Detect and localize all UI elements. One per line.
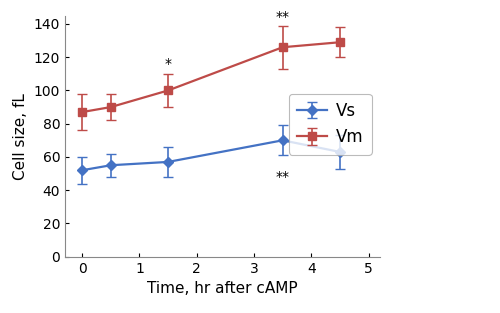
X-axis label: Time, hr after cAMP: Time, hr after cAMP xyxy=(147,281,298,296)
Text: *: * xyxy=(164,57,172,70)
Y-axis label: Cell size, fL: Cell size, fL xyxy=(13,93,28,180)
Text: **: ** xyxy=(276,10,289,24)
Legend: Vs, Vm: Vs, Vm xyxy=(289,94,372,155)
Text: **: ** xyxy=(276,170,289,183)
